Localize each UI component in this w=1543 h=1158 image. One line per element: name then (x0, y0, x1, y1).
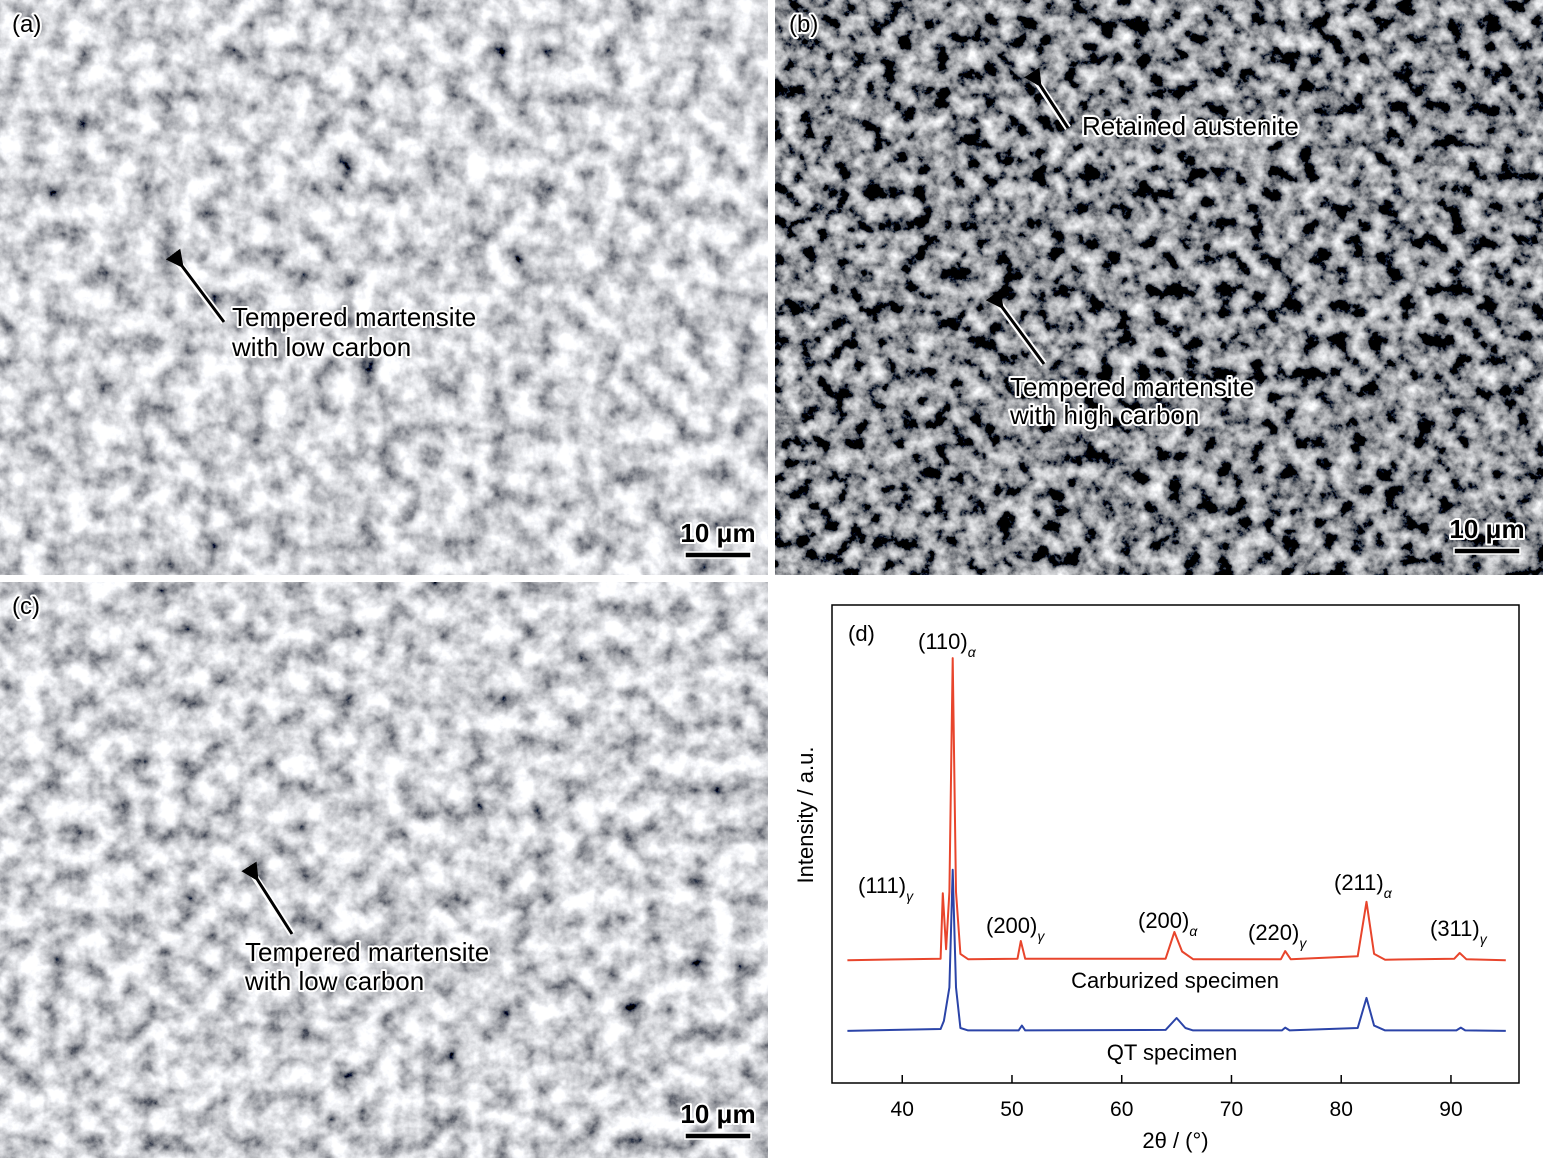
peak-label: (111)γ (858, 873, 914, 904)
annotation: Retained austenite (1082, 111, 1299, 141)
peak-label: (220)γ (1248, 920, 1307, 951)
arrow (985, 289, 1046, 365)
panel-label: (a) (12, 11, 41, 38)
chart-background (768, 575, 1543, 1158)
peak-label-text: (111) (858, 873, 906, 898)
peak-label: (211)α (1334, 870, 1393, 901)
peak-label-subscript: γ (1480, 931, 1488, 947)
x-tick-label: 70 (1220, 1098, 1243, 1121)
peak-label-text: (110) (918, 629, 968, 654)
scale-bar-label: 10 μm (680, 518, 755, 548)
peak-label-subscript: γ (906, 888, 914, 904)
peak-label-subscript: α (968, 644, 977, 660)
legend-label: QT specimen (1107, 1040, 1237, 1065)
legend-label: Carburized specimen (1071, 968, 1279, 993)
y-axis-label: Intensity / a.u. (793, 747, 818, 884)
peak-label-subscript: α (1189, 923, 1198, 939)
peak-label: (110)α (918, 629, 977, 660)
micrograph (775, 0, 1543, 575)
annotation: with low carbon (244, 966, 424, 996)
x-tick-label: 50 (1000, 1098, 1023, 1121)
series-line (847, 868, 1506, 1032)
peak-label-text: (220) (1248, 920, 1299, 945)
scale-bar-label: 10 μm (1449, 514, 1524, 544)
peak-label: (200)α (1138, 908, 1198, 939)
annotation: with high carbon (1009, 400, 1199, 430)
peak-label-text: (211) (1334, 870, 1384, 895)
x-tick-label: 40 (891, 1098, 914, 1121)
scale-bar (1453, 547, 1521, 555)
annotation: Tempered martensite (232, 302, 476, 332)
scale-bar-label: 10 μm (680, 1099, 755, 1129)
series-line (847, 657, 1506, 962)
micrograph (0, 0, 768, 575)
micrograph (0, 582, 768, 1158)
arrow (165, 248, 226, 323)
x-tick-label: 80 (1330, 1098, 1353, 1121)
scale-bar (684, 551, 752, 559)
panel-label: (b) (789, 11, 818, 38)
panel-label: (d) (848, 621, 875, 646)
panel-label: (c) (12, 593, 40, 620)
annotation: Tempered martensite (245, 937, 489, 967)
peak-label-text: (200) (986, 913, 1037, 938)
peak-label-subscript: γ (1037, 928, 1045, 944)
x-tick-label: 90 (1439, 1098, 1462, 1121)
scale-bar (684, 1132, 752, 1140)
peak-label: (311)γ (1430, 916, 1488, 947)
peak-label: (200)γ (986, 913, 1045, 944)
annotation: with low carbon (231, 332, 411, 362)
plot-frame (831, 604, 1520, 1084)
x-axis-label: 2θ / (°) (1142, 1128, 1208, 1153)
peak-label-text: (311) (1430, 916, 1480, 941)
annotation: Tempered martensite (1010, 372, 1254, 402)
peak-label-text: (200) (1138, 908, 1189, 933)
peak-label-subscript: α (1384, 885, 1393, 901)
x-tick-label: 60 (1110, 1098, 1133, 1121)
arrow (241, 861, 294, 935)
arrow (1024, 67, 1070, 129)
peak-label-subscript: γ (1299, 935, 1307, 951)
